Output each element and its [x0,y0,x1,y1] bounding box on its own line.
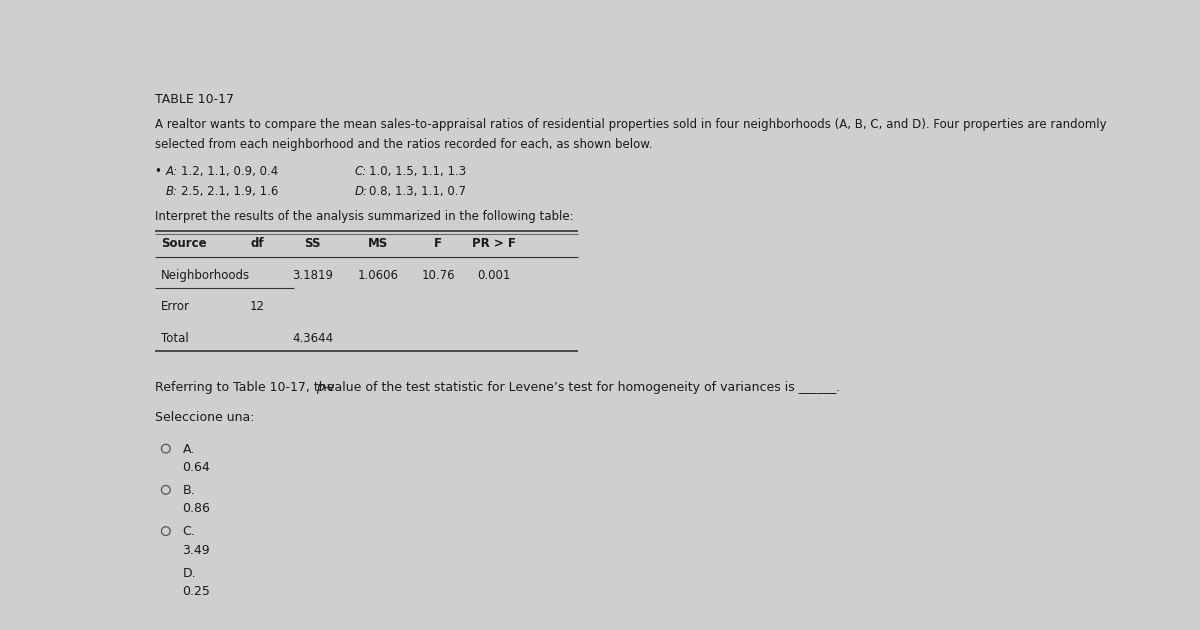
Text: PR > F: PR > F [472,237,516,250]
Text: 0.86: 0.86 [182,503,210,515]
Text: Referring to Table 10-17, the: Referring to Table 10-17, the [155,381,338,394]
Text: Seleccione una:: Seleccione una: [155,411,254,424]
Text: Interpret the results of the analysis summarized in the following table:: Interpret the results of the analysis su… [155,210,574,224]
Text: SS: SS [305,237,322,250]
Text: 3.1819: 3.1819 [293,268,334,282]
Text: 0.8, 1.3, 1.1, 0.7: 0.8, 1.3, 1.1, 0.7 [368,185,466,198]
Text: 0.001: 0.001 [478,268,511,282]
Text: -value of the test statistic for Levene’s test for homogeneity of variances is _: -value of the test statistic for Levene’… [323,381,840,394]
Text: C.: C. [182,525,196,538]
Text: Neighborhoods: Neighborhoods [161,268,251,282]
Text: 10.76: 10.76 [421,268,455,282]
Text: •: • [155,165,162,178]
Text: A realtor wants to compare the mean sales-to-appraisal ratios of residential pro: A realtor wants to compare the mean sale… [155,118,1106,131]
Text: TABLE 10-17: TABLE 10-17 [155,93,234,106]
Text: df: df [250,237,264,250]
Text: MS: MS [367,237,388,250]
Text: p: p [317,381,324,394]
Text: 1.0, 1.5, 1.1, 1.3: 1.0, 1.5, 1.1, 1.3 [368,165,466,178]
Text: 1.2, 1.1, 0.9, 0.4: 1.2, 1.1, 0.9, 0.4 [181,165,278,178]
Text: 0.64: 0.64 [182,461,210,474]
Text: Total: Total [161,332,188,345]
Text: 2.5, 2.1, 1.9, 1.6: 2.5, 2.1, 1.9, 1.6 [181,185,278,198]
Text: Error: Error [161,301,190,313]
Text: 12: 12 [250,301,264,313]
Text: D.: D. [182,566,196,580]
Text: selected from each neighborhood and the ratios recorded for each, as shown below: selected from each neighborhood and the … [155,138,652,151]
Text: B:: B: [166,185,178,198]
Text: 0.25: 0.25 [182,585,210,598]
Text: A:: A: [166,165,178,178]
Text: A.: A. [182,443,194,456]
Text: F: F [434,237,443,250]
Text: D:: D: [355,185,367,198]
Text: C:: C: [355,165,367,178]
Text: 1.0606: 1.0606 [358,268,398,282]
Text: B.: B. [182,484,196,497]
Text: 3.49: 3.49 [182,544,210,557]
Text: 4.3644: 4.3644 [292,332,334,345]
Text: Source: Source [161,237,206,250]
